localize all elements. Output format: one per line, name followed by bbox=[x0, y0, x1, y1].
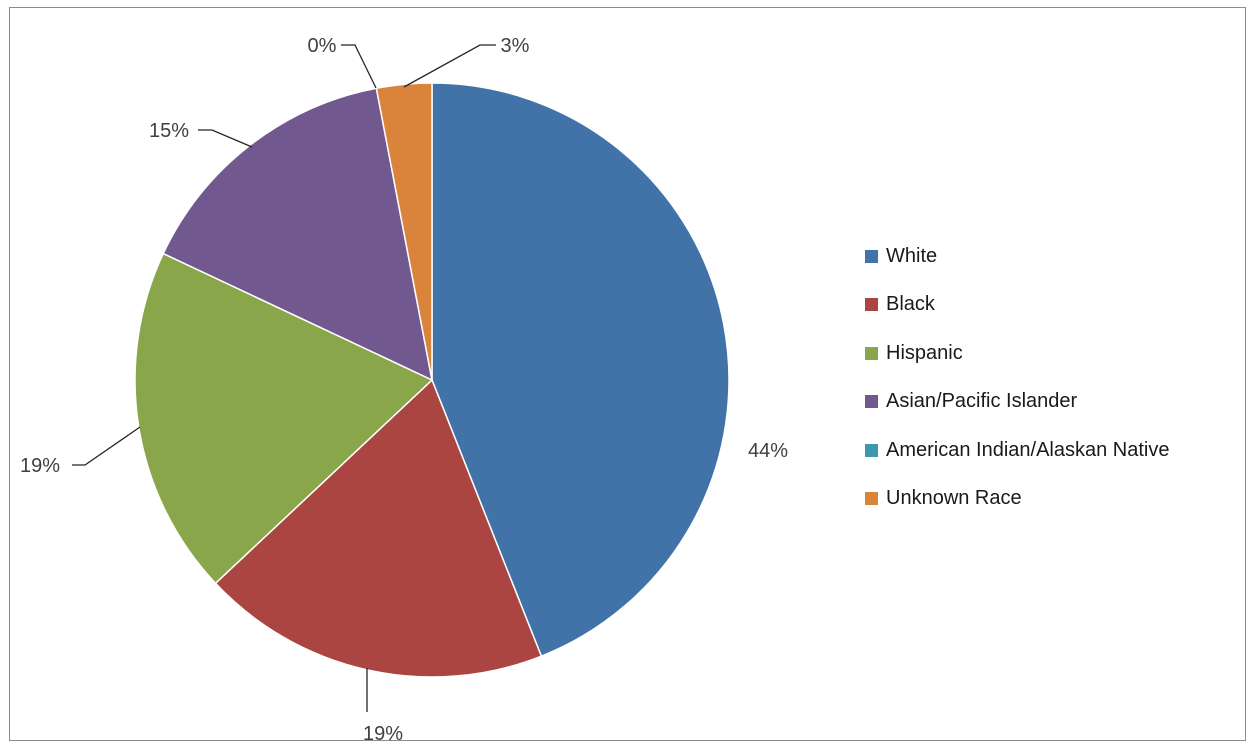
legend: White Black Hispanic Asian/Pacific Islan… bbox=[865, 244, 1169, 535]
data-label-black: 19% bbox=[363, 723, 403, 745]
legend-label-black: Black bbox=[886, 293, 935, 315]
legend-swatch-unknown-race bbox=[865, 492, 878, 505]
data-label-american-indian-alaskan-native: 0% bbox=[308, 35, 337, 57]
legend-swatch-american-indian-alaskan-native bbox=[865, 443, 878, 457]
leader-line-american-indian-alaskan-native bbox=[341, 44, 377, 89]
legend-item-american-indian-alaskan-native: American Indian/Alaskan Native bbox=[865, 438, 1169, 462]
data-label-asian-pacific-islander: 15% bbox=[149, 120, 189, 142]
legend-item-asian-pacific-islander: Asian/Pacific Islander bbox=[865, 390, 1169, 414]
data-label-unknown-race: 3% bbox=[501, 35, 530, 57]
leader-line-hispanic bbox=[72, 426, 141, 466]
legend-label-asian-pacific-islander: Asian/Pacific Islander bbox=[886, 390, 1078, 412]
legend-item-unknown-race: Unknown Race bbox=[865, 487, 1169, 511]
data-labels: 44% 19% 19% 15% 0% 3% bbox=[20, 35, 788, 745]
leader-line-asian-pacific-islander bbox=[198, 129, 253, 148]
legend-item-black: Black bbox=[865, 293, 1169, 317]
legend-swatch-white bbox=[865, 249, 878, 263]
pie-slices bbox=[134, 82, 730, 678]
legend-item-white: White bbox=[865, 244, 1169, 268]
slice-asian-pacific-islander bbox=[162, 87, 434, 382]
slice-white bbox=[431, 82, 730, 658]
legend-swatch-asian-pacific-islander bbox=[865, 395, 878, 408]
slice-unknown-race bbox=[375, 82, 433, 381]
legend-item-hispanic: Hispanic bbox=[865, 341, 1169, 365]
legend-label-hispanic: Hispanic bbox=[886, 341, 963, 364]
leader-line-unknown-race bbox=[403, 44, 496, 88]
legend-label-unknown-race: Unknown Race bbox=[886, 487, 1022, 509]
slice-hispanic bbox=[134, 252, 434, 585]
leader-lines bbox=[72, 44, 496, 712]
legend-label-american-indian-alaskan-native: American Indian/Alaskan Native bbox=[886, 438, 1170, 461]
legend-swatch-hispanic bbox=[865, 346, 878, 360]
data-label-white: 44% bbox=[748, 440, 788, 462]
legend-swatch-black bbox=[865, 298, 878, 311]
data-label-hispanic: 19% bbox=[20, 455, 60, 477]
legend-label-white: White bbox=[886, 244, 938, 267]
